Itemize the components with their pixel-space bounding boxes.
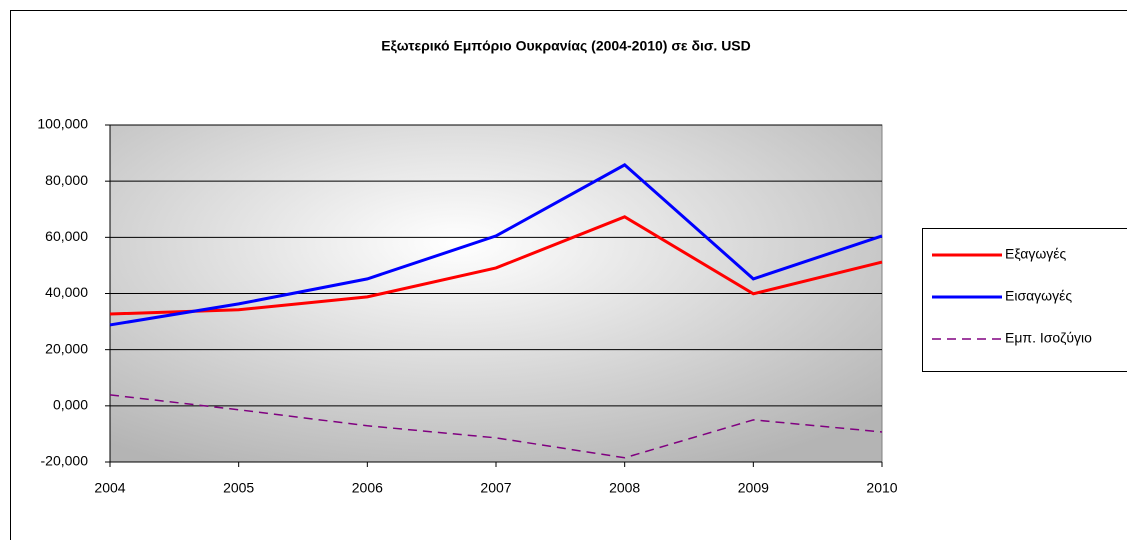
- y-tick-label: 80,000: [45, 172, 88, 188]
- legend-label: Εισαγωγές: [1005, 288, 1072, 304]
- y-tick-label: 40,000: [45, 284, 88, 300]
- x-tick-label: 2007: [480, 480, 511, 496]
- series-line: [109, 215, 883, 316]
- legend-label: Εξαγωγές: [1005, 246, 1066, 262]
- y-tick-label: 20,000: [45, 340, 88, 356]
- y-tick-label: 100,000: [37, 116, 88, 132]
- legend-label: Εμπ. Ισοζύγιο: [1005, 330, 1092, 346]
- y-tick-label: 60,000: [45, 228, 88, 244]
- y-tick-label: -20,000: [41, 453, 89, 469]
- legend-box: [922, 228, 1127, 372]
- series-line: [109, 163, 883, 327]
- x-tick-label: 2010: [866, 480, 897, 496]
- x-tick-label: 2009: [738, 480, 769, 496]
- x-tick-label: 2008: [609, 480, 640, 496]
- x-tick-label: 2005: [223, 480, 254, 496]
- y-tick-label: 0,000: [53, 397, 88, 413]
- x-tick-label: 2006: [352, 480, 383, 496]
- series-line: [109, 394, 883, 459]
- chart-title: Εξωτερικό Εμπόριο Ουκρανίας (2004-2010) …: [381, 38, 751, 54]
- x-tick-label: 2004: [94, 480, 125, 496]
